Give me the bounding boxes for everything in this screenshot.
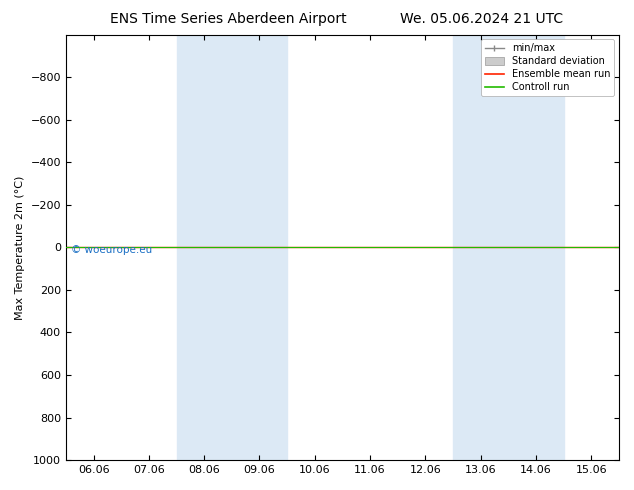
Text: We. 05.06.2024 21 UTC: We. 05.06.2024 21 UTC bbox=[400, 12, 564, 26]
Legend: min/max, Standard deviation, Ensemble mean run, Controll run: min/max, Standard deviation, Ensemble me… bbox=[481, 40, 614, 96]
Text: ENS Time Series Aberdeen Airport: ENS Time Series Aberdeen Airport bbox=[110, 12, 347, 26]
Y-axis label: Max Temperature 2m (°C): Max Temperature 2m (°C) bbox=[15, 175, 25, 319]
Text: © woeurope.eu: © woeurope.eu bbox=[72, 245, 153, 255]
Bar bbox=[453, 35, 564, 460]
Bar bbox=[176, 35, 287, 460]
